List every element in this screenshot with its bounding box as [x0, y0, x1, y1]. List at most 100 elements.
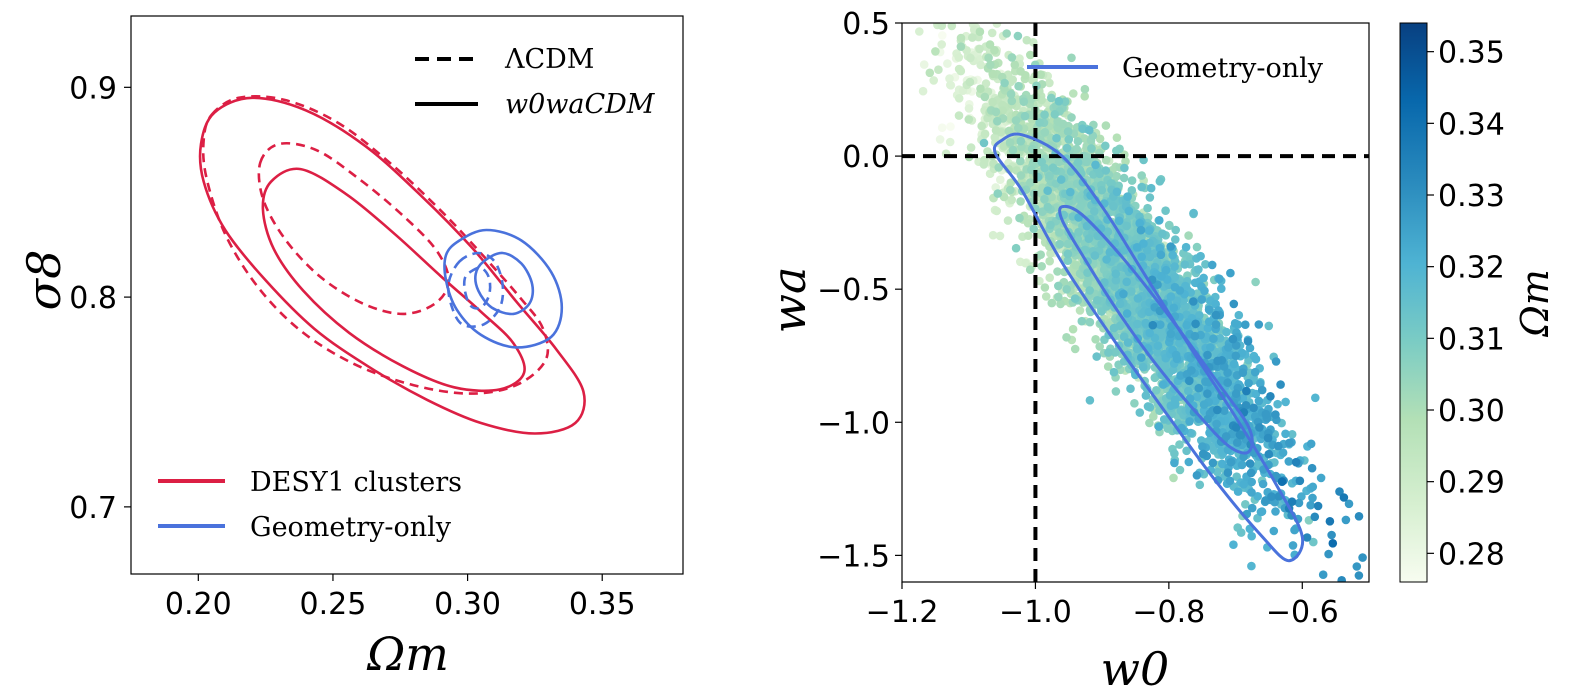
- scatter-point: [1155, 177, 1165, 186]
- scatter-point: [1142, 245, 1152, 255]
- scatter-point: [1070, 344, 1080, 354]
- scatter-point: [981, 79, 991, 88]
- scatter-point: [1241, 500, 1250, 509]
- scatter-point: [1233, 487, 1243, 496]
- scatter-point: [1054, 96, 1064, 106]
- scatter-point: [1261, 409, 1271, 419]
- scatter-point: [1185, 417, 1194, 426]
- scatter-point: [1163, 424, 1172, 433]
- scatter-point: [1324, 549, 1333, 559]
- scatter-point: [1103, 362, 1113, 371]
- scatter-point: [1213, 467, 1222, 477]
- scatter-point: [919, 60, 929, 69]
- scatter-point: [1242, 386, 1251, 396]
- scatter-point: [1180, 260, 1190, 269]
- scatter-point: [1133, 319, 1142, 329]
- scatter-point: [1235, 430, 1245, 440]
- scatter-point: [1341, 515, 1351, 525]
- scatter-point: [1144, 307, 1154, 317]
- scatter-point: [1102, 255, 1111, 264]
- scatter-point: [1231, 341, 1241, 350]
- scatter-point: [1170, 449, 1179, 458]
- scatter-point: [1254, 320, 1264, 329]
- scatter-point: [929, 76, 938, 85]
- scatter-point: [1185, 376, 1194, 386]
- left-y-axis-label: σ8: [17, 250, 71, 311]
- scatter-point: [1139, 239, 1148, 248]
- scatter-point: [1045, 78, 1054, 88]
- scatter-point: [979, 138, 989, 148]
- scatter-point: [931, 47, 940, 56]
- colorbar-tick-label: 0.33: [1438, 179, 1505, 214]
- scatter-point: [1291, 457, 1301, 467]
- scatter-point: [913, 14, 922, 23]
- scatter-point: [1187, 366, 1196, 375]
- left-contours: [198, 95, 586, 435]
- scatter-point: [1006, 178, 1016, 187]
- scatter-point: [1062, 143, 1072, 153]
- scatter-point: [1145, 252, 1155, 262]
- scatter-point: [1069, 89, 1078, 98]
- scatter-point: [1171, 235, 1180, 244]
- scatter-point: [1156, 320, 1165, 330]
- scatter-point: [1288, 541, 1298, 550]
- scatter-point: [1109, 202, 1118, 211]
- scatter-point: [948, 13, 957, 22]
- contour-geometry-68: [1058, 204, 1254, 455]
- scatter-point: [1029, 224, 1038, 234]
- colorbar-ticks: 0.28 0.29 0.30 0.31 0.32 0.33 0.34 0.35: [1427, 36, 1505, 572]
- contour-geometry-lcdm-68: [462, 266, 492, 310]
- scatter-point: [1238, 368, 1248, 378]
- scatter-point: [1217, 446, 1226, 456]
- scatter-point: [1074, 227, 1083, 237]
- scatter-point: [1208, 458, 1218, 468]
- scatter-point: [1271, 507, 1280, 516]
- scatter-point: [1241, 320, 1250, 330]
- scatter-point: [1225, 476, 1235, 486]
- scatter-point: [1168, 250, 1177, 260]
- scatter-point: [1257, 385, 1267, 395]
- scatter-point: [1101, 121, 1111, 130]
- scatter-point: [1010, 60, 1020, 70]
- contour-desy1-w0wacdm-95: [198, 96, 586, 435]
- scatter-point: [1109, 323, 1119, 333]
- scatter-point: [1011, 116, 1021, 125]
- scatter-point: [1043, 202, 1053, 212]
- scatter-point: [1048, 163, 1058, 172]
- scatter-point: [1194, 265, 1203, 274]
- scatter-point: [984, 53, 993, 63]
- scatter-point: [1153, 341, 1163, 351]
- scatter-point: [993, 189, 1003, 198]
- scatter-point: [1016, 136, 1026, 146]
- scatter-point: [1121, 157, 1130, 166]
- scatter-point: [1308, 645, 1317, 654]
- colorbar-tick-label: 0.34: [1438, 107, 1505, 142]
- scatter-point: [1339, 493, 1349, 502]
- scatter-point: [1154, 422, 1164, 431]
- scatter-point: [990, 133, 1000, 142]
- scatter-point: [1026, 94, 1036, 104]
- right-x-ticks: −1.2 −1.0 −0.8 −0.6: [866, 582, 1339, 630]
- scatter-point: [1309, 537, 1318, 547]
- scatter-point: [1040, 110, 1049, 119]
- scatter-point: [1085, 396, 1095, 405]
- scatter-point: [1247, 477, 1256, 487]
- scatter-point: [1161, 206, 1170, 215]
- scatter-point: [1344, 499, 1354, 509]
- scatter-point: [1302, 533, 1312, 542]
- scatter-point: [988, 97, 997, 107]
- scatter-point: [1135, 218, 1144, 228]
- scatter-point: [1249, 403, 1258, 413]
- scatter-point: [1318, 570, 1328, 579]
- scatter-point: [1354, 512, 1364, 521]
- scatter-point: [991, 126, 1001, 135]
- scatter-point: [1254, 396, 1264, 406]
- scatter-point: [1179, 296, 1188, 305]
- scatter-point: [1194, 383, 1204, 393]
- scatter-point: [1095, 342, 1104, 351]
- right-legend-label: Geometry-only: [1122, 53, 1324, 84]
- scatter-point: [1046, 220, 1055, 230]
- scatter-point: [1195, 311, 1204, 320]
- right-x-tick-label: −1.0: [999, 595, 1072, 630]
